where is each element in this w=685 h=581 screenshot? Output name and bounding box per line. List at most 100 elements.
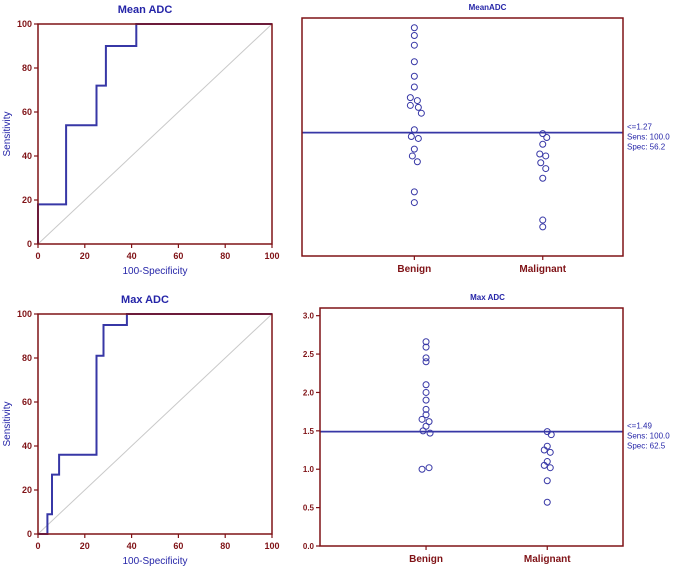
data-point (539, 140, 547, 148)
svg-text:20: 20 (80, 251, 90, 261)
data-point (410, 188, 418, 196)
svg-text:2.0: 2.0 (303, 388, 315, 397)
data-point (410, 31, 418, 39)
roc-mean-adc-chart: 0 20 40 60 80 100 0 20 40 60 80 100 100-Specificity S… (0, 16, 290, 286)
data-point (422, 381, 430, 389)
plot-border (301, 17, 624, 257)
chart-title-roc-max-adc: Max ADC (121, 294, 169, 306)
data-point (417, 109, 425, 117)
data-point (418, 465, 426, 473)
panel-roc-mean-adc: Mean ADC 0 20 40 60 80 100 0 20 40 60 80 100 100-Spe… (0, 0, 290, 290)
data-point (413, 158, 421, 166)
data-point (414, 134, 422, 142)
data-point (426, 429, 434, 437)
data-point (422, 354, 430, 362)
svg-text:80: 80 (220, 541, 230, 551)
svg-text:20: 20 (22, 195, 32, 205)
svg-text:80: 80 (22, 63, 32, 73)
svg-text:0: 0 (27, 529, 32, 539)
category-label: Malignant (524, 554, 571, 565)
svg-text:60: 60 (22, 397, 32, 407)
svg-text:0: 0 (27, 239, 32, 249)
chart-title-dot-mean-adc: MeanADC (468, 3, 507, 12)
data-point (410, 24, 418, 32)
x-axis-title: 100-Specificity (122, 266, 187, 277)
data-point (410, 72, 418, 80)
data-point (422, 411, 430, 419)
data-point (410, 58, 418, 66)
roc-curve (38, 313, 272, 535)
roc-max-adc-chart: 0 20 40 60 80 100 0 20 40 60 80 100 100-Specificity S… (0, 306, 290, 576)
data-point (536, 150, 544, 158)
svg-text:60: 60 (22, 107, 32, 117)
data-point (539, 216, 547, 224)
roc-max-adc-svg: 0 20 40 60 80 100 0 20 40 60 80 100 100-Specificity S… (2, 309, 280, 567)
y-axis-title: Sensitivity (2, 111, 13, 156)
x-axis-title: 100-Specificity (122, 556, 187, 567)
category-label: Malignant (519, 264, 566, 275)
roc-curve (37, 23, 272, 244)
plot-border (37, 313, 273, 535)
reference-diagonal (37, 313, 273, 535)
data-point (425, 464, 433, 472)
data-point (546, 464, 554, 472)
data-point (540, 461, 548, 469)
data-point (406, 101, 414, 109)
svg-text:40: 40 (22, 441, 32, 451)
data-point (419, 427, 427, 435)
svg-text:3.0: 3.0 (303, 312, 315, 321)
data-point (540, 446, 548, 454)
chart-title-roc-mean-adc: Mean ADC (117, 4, 173, 16)
cutoff-annotation-line: Sens: 100.0 (627, 133, 670, 142)
cutoff-annotation-line: <=1.27 (627, 123, 652, 132)
data-point (546, 448, 554, 456)
data-point (422, 405, 430, 413)
data-point (413, 97, 421, 105)
svg-text:2.5: 2.5 (303, 350, 315, 359)
panel-roc-max-adc: Max ADC 0 20 40 60 80 100 0 20 40 60 80 100 100-Spec… (0, 290, 290, 581)
data-point (410, 83, 418, 91)
svg-text:40: 40 (127, 541, 137, 551)
panel-dot-mean-adc: MeanADC <=1.27 Sens: 100.0 Spec: 56.2 Benig… (290, 0, 685, 290)
svg-text:80: 80 (22, 353, 32, 363)
category-label: Benign (409, 554, 443, 565)
reference-diagonal (37, 23, 273, 245)
data-point (537, 159, 545, 167)
data-point (542, 152, 550, 160)
data-point (418, 415, 426, 423)
data-point (414, 103, 422, 111)
svg-text:40: 40 (22, 151, 32, 161)
plot-border (319, 307, 624, 547)
dot-max-adc-chart: 0.0 0.5 1.0 1.5 2.0 2.5 3.0 <=1.49 Sens: 100.0 Sp… (290, 302, 685, 574)
panel-dot-max-adc: Max ADC 0.0 0.5 1.0 1.5 2.0 2.5 3.0 <=1.49 Sens:… (290, 290, 685, 581)
roc-mean-adc-svg: 0 20 40 60 80 100 0 20 40 60 80 100 100-Specificity S… (2, 19, 280, 277)
svg-text:60: 60 (173, 251, 183, 261)
chart-title-dot-max-adc: Max ADC (470, 293, 505, 302)
data-point (539, 130, 547, 138)
cutoff-annotation-line: <=1.49 (627, 422, 652, 431)
data-point (539, 174, 547, 182)
data-point (410, 41, 418, 49)
cutoff-annotation-line: Sens: 100.0 (627, 432, 670, 441)
data-point (406, 94, 414, 102)
data-point (547, 431, 555, 439)
data-point (422, 343, 430, 351)
data-point (543, 133, 551, 141)
svg-text:0: 0 (35, 251, 40, 261)
data-point (410, 199, 418, 207)
category-label: Benign (397, 264, 431, 275)
svg-text:0.0: 0.0 (303, 542, 315, 551)
svg-text:1.0: 1.0 (303, 465, 315, 474)
svg-text:40: 40 (127, 251, 137, 261)
svg-text:20: 20 (22, 485, 32, 495)
svg-text:100: 100 (17, 309, 32, 319)
svg-text:0.5: 0.5 (303, 504, 315, 513)
data-point (543, 498, 551, 506)
cutoff-annotation-line: Spec: 62.5 (627, 442, 666, 451)
data-point (407, 133, 415, 141)
data-point (410, 145, 418, 153)
svg-text:0: 0 (35, 541, 40, 551)
data-point (422, 396, 430, 404)
